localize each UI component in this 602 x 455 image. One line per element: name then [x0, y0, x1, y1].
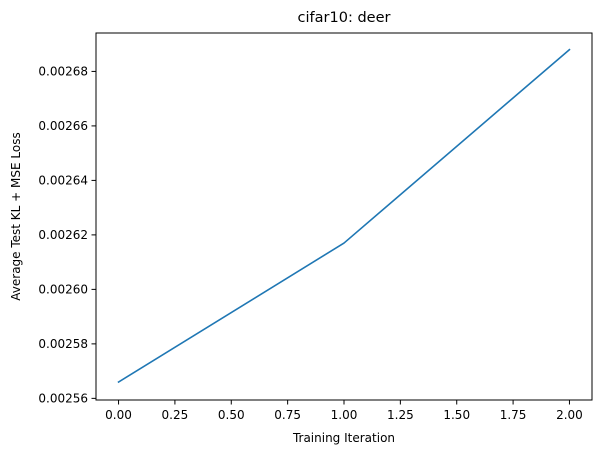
x-tick-label: 0.50 — [218, 408, 245, 422]
x-tick-label: 2.00 — [556, 408, 583, 422]
x-tick-label: 1.50 — [443, 408, 470, 422]
series-line-0 — [117, 48, 571, 384]
x-tick-label: 0.00 — [105, 408, 132, 422]
x-tick-label: 0.75 — [274, 408, 301, 422]
y-tick-label: 0.00268 — [38, 65, 88, 79]
plot-area — [95, 32, 593, 401]
x-axis-ticks: 0.00 0.25 0.50 0.75 1.00 1.25 1.50 1.75 2.00 — [105, 400, 583, 422]
y-tick-label: 0.00258 — [38, 337, 88, 351]
y-axis-label: Average Test KL + MSE Loss — [9, 132, 23, 300]
y-tick-label: 0.00260 — [38, 283, 88, 297]
y-tick-label: 0.00264 — [38, 174, 88, 188]
y-tick-label: 0.00262 — [38, 228, 88, 242]
y-tick-label: 0.00266 — [38, 119, 88, 133]
series-group — [117, 48, 571, 384]
chart-title: cifar10: deer — [298, 10, 391, 26]
y-axis-ticks: 0.00256 0.00258 0.00260 0.00262 0.00264 0.002… — [38, 65, 96, 406]
x-tick-label: 1.00 — [331, 408, 358, 422]
x-tick-label: 0.25 — [162, 408, 189, 422]
x-tick-label: 1.75 — [500, 408, 527, 422]
x-tick-label: 1.25 — [387, 408, 414, 422]
y-tick-label: 0.00256 — [38, 392, 88, 406]
x-axis-label: Training Iteration — [292, 431, 395, 445]
